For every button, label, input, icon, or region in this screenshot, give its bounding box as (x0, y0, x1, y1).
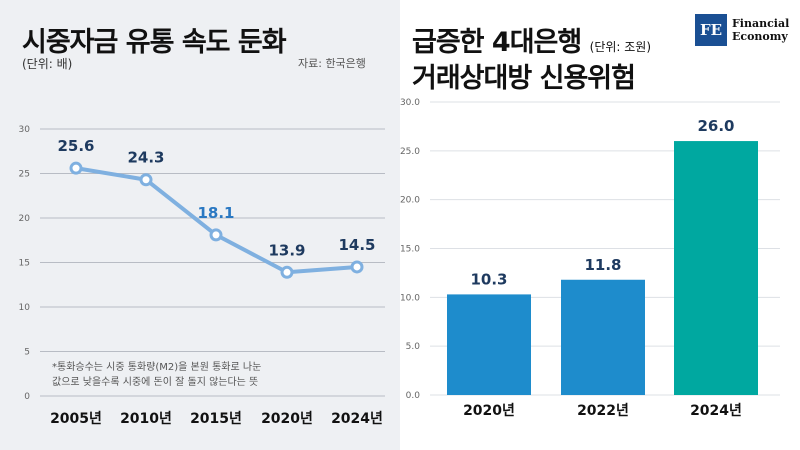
left-line-chart: 0 5 10 15 20 25 30 25.6 2005년 24.3 2010년 18.1 2015년 1… (19, 125, 385, 427)
data-label: 18.1 (197, 204, 234, 222)
right-chart-unit: (단위: 조원) (589, 40, 652, 54)
data-label: 11.8 (584, 256, 621, 274)
bar (674, 141, 758, 395)
data-label: 26.0 (697, 117, 734, 135)
y-tick-label: 0 (24, 392, 30, 402)
logo-line2: Economy (732, 30, 788, 43)
bar (447, 294, 531, 395)
data-point (69, 161, 83, 175)
logo-line1: Financial (732, 17, 790, 30)
fe-logo-icon: FE (695, 14, 727, 46)
data-point (139, 173, 153, 187)
left-chart-source: 자료: 한국은행 (298, 57, 366, 70)
x-tick-label: 2010년 (120, 411, 172, 427)
footnote-line1: *통화승수는 시중 통화량(M2)을 본원 통화로 나눈 (52, 362, 262, 373)
x-tick-label: 2015년 (190, 411, 242, 427)
bar (561, 279, 645, 395)
x-tick-label: 2024년 (690, 403, 742, 419)
financial-economy-logo: FE Financial Economy (695, 14, 789, 46)
x-tick-label: 2020년 (463, 403, 515, 419)
y-tick-label: 10 (19, 303, 31, 313)
footnote-line2: 값으로 낮을수록 시중에 돈이 잘 돌지 않는다는 뜻 (52, 377, 259, 388)
right-chart-title-line1: 급증한 4대은행 (단위: 조원) (412, 27, 652, 58)
y-tick-label: 25.0 (400, 147, 420, 157)
y-tick-label: 30.0 (400, 98, 420, 108)
y-tick-label: 5.0 (406, 342, 421, 352)
y-tick-label: 30 (19, 125, 31, 135)
data-point (209, 228, 223, 242)
data-label: 13.9 (268, 241, 305, 259)
y-tick-label: 15 (19, 259, 30, 269)
y-tick-label: 15.0 (400, 245, 420, 255)
right-chart-title-line2: 거래상대방 신용위험 (412, 63, 636, 94)
x-tick-label: 2020년 (261, 411, 313, 427)
chart-footnote: *통화승수는 시중 통화량(M2)을 본원 통화로 나눈 값으로 낮을수록 시중… (52, 360, 261, 390)
left-panel (0, 0, 400, 450)
left-chart-title: 시중자금 유통 속도 둔화 (22, 27, 287, 58)
y-tick-label: 0.0 (406, 391, 421, 401)
x-tick-label: 2024년 (331, 411, 383, 427)
data-label: 25.6 (57, 137, 94, 155)
y-tick-label: 5 (24, 348, 30, 358)
logo-text: Financial Economy (732, 17, 789, 43)
y-tick-label: 25 (19, 170, 30, 180)
y-tick-label: 20.0 (400, 196, 420, 206)
x-tick-label: 2005년 (50, 411, 102, 427)
data-label: 14.5 (338, 236, 375, 254)
left-chart-unit: (단위: 배) (22, 57, 73, 71)
y-tick-label: 10.0 (400, 293, 420, 303)
data-point (350, 260, 364, 274)
data-point (280, 265, 294, 279)
data-label: 10.3 (470, 270, 507, 288)
y-tick-label: 20 (19, 214, 31, 224)
data-label: 24.3 (127, 149, 164, 167)
x-tick-label: 2022년 (577, 403, 629, 419)
